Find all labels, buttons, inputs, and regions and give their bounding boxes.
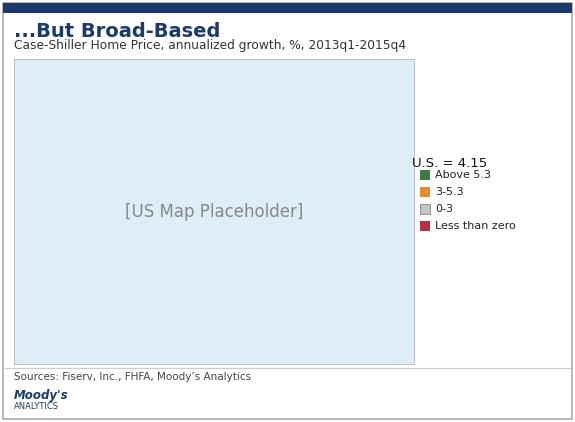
Text: [US Map Placeholder]: [US Map Placeholder] (125, 203, 303, 221)
Text: Case-Shiller Home Price, annualized growth, %, 2013q1-2015q4: Case-Shiller Home Price, annualized grow… (14, 39, 406, 52)
Bar (14, 59, 414, 364)
Text: U.S. = 4.15: U.S. = 4.15 (412, 157, 487, 170)
Text: Moody's: Moody's (14, 389, 68, 402)
Bar (3, 3, 572, 13)
Text: 0-3: 0-3 (435, 204, 453, 214)
Bar (420, 221, 430, 231)
Bar (420, 204, 430, 214)
Text: Less than zero: Less than zero (435, 221, 516, 231)
Text: 3-5.3: 3-5.3 (435, 187, 463, 197)
Bar (420, 170, 430, 180)
Bar (420, 187, 430, 197)
Text: Above 5.3: Above 5.3 (435, 170, 491, 180)
Text: ANALYTICS: ANALYTICS (14, 402, 59, 411)
Text: ...But Broad-Based: ...But Broad-Based (14, 22, 220, 41)
Text: Sources: Fiserv, Inc., FHFA, Moody’s Analytics: Sources: Fiserv, Inc., FHFA, Moody’s Ana… (14, 372, 251, 382)
